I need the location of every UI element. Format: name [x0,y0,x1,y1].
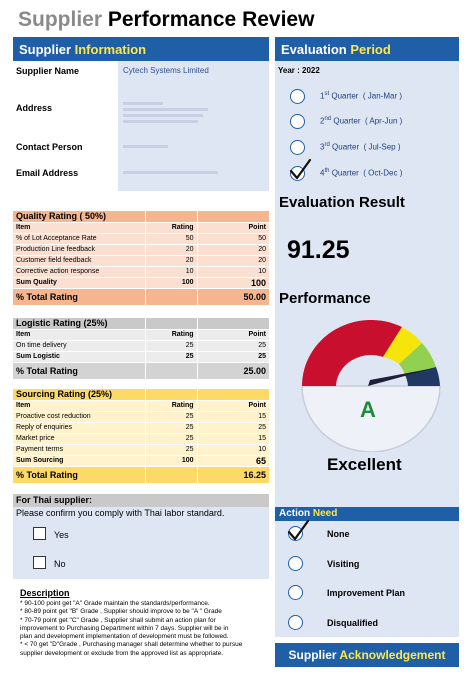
table-row: % of Lot Acceptance Rate 50 50 [13,233,269,244]
sourcing-total-row: % Total Rating 16.25 [13,466,269,483]
table-row: Market price 25 15 [13,433,269,444]
quality-rating-header: Quality Rating ( 50%) [16,211,107,222]
performance-label: Performance [279,290,371,307]
gauge-segment-green [399,343,436,375]
quarter-3-radio[interactable] [290,140,305,155]
quarter-2-radio[interactable] [290,114,305,129]
evaluation-score: 91.25 [287,236,350,264]
table-row: Sum Sourcing 100 65 [13,455,269,466]
thai-supplier-panel [13,507,269,579]
gauge-needle [368,368,434,386]
quarter-1-radio[interactable] [290,89,305,104]
quality-total-row: % Total Rating 50.00 [13,288,269,305]
page-title: Supplier Performance Review [18,8,315,31]
table-row: Proactive cost reduction 25 15 [13,411,269,422]
gauge-segment-navy [405,367,440,386]
action-none-label: None [327,529,350,539]
description-text: * 90-100 point get "A" Grade maintain th… [20,600,243,657]
quarter-4-label: 4th Quarter ( Oct-Dec ) [320,168,403,178]
thai-labor-question: Please confirm you comply with Thai labo… [16,508,225,518]
logistic-total-row: % Total Rating 25.00 [13,362,269,379]
action-none-radio[interactable] [288,526,303,541]
yes-label: Yes [54,530,69,540]
quarter-1-label: 1st Quarter ( Jan-Mar ) [320,91,403,101]
performance-grade-text: Excellent [327,455,402,474]
table-row: Reply of enquiries 25 25 [13,422,269,433]
action-visiting-radio[interactable] [288,556,303,571]
supplier-acknowledgement-button[interactable]: Supplier Acknowledgement [275,643,459,667]
gauge-bowl [301,385,441,452]
sourcing-rating-header: Sourcing Rating (25%) [16,389,113,400]
no-checkbox[interactable] [33,556,46,569]
thai-supplier-header: For Thai supplier: [13,494,269,507]
performance-gauge: A [301,320,441,452]
action-need-header: Action Need [275,507,459,521]
supplier-label-column [13,61,119,191]
contact-person-label: Contact Person [16,142,83,152]
gauge-segment-yellow [383,327,422,364]
action-improvement-plan-radio[interactable] [288,585,303,600]
table-row: Production Line feedback 20 20 [13,244,269,255]
quarter-2-label: 2nd Quarter ( Apr-Jun ) [320,116,403,126]
sourcing-rating-table: Sourcing Rating (25%) Item Rating Point … [13,389,269,484]
action-visiting-label: Visiting [327,559,360,569]
no-label: No [54,559,66,569]
email-address-label: Email Address [16,168,79,178]
table-row: Payment terms 25 10 [13,444,269,455]
address-label: Address [16,103,53,113]
action-improvement-plan-label: Improvement Plan [327,588,406,598]
action-disqualified-label: Disqualified [327,618,379,628]
table-row: Sum Logistic 25 25 [13,351,269,362]
yes-checkbox[interactable] [33,527,46,540]
evaluation-period-header: Evaluation Period [275,37,459,61]
email-address-value-redacted [123,171,218,174]
performance-grade: A [360,397,376,422]
table-row: On time delivery 25 25 [13,340,269,351]
address-value-redacted [123,102,223,123]
checkmark-icon [289,158,312,180]
description-title: Description [20,588,70,598]
action-disqualified-radio[interactable] [288,615,303,630]
supplier-name-value: Cytech Systems Limited [123,66,209,75]
evaluation-year: Year : 2022 [278,66,320,75]
supplier-name-label: Supplier Name [16,66,80,76]
quality-rating-table: Quality Rating ( 50%) Item Rating Point … [13,211,269,306]
table-row: Customer field feedback 20 20 [13,255,269,266]
evaluation-result-label: Evaluation Result [279,194,405,211]
checkmark-icon [287,519,310,541]
table-row: Corrective action response 10 10 [13,266,269,277]
action-need-panel [275,521,459,637]
quarter-3-label: 3rd Quarter ( Jul-Sep ) [320,142,401,152]
contact-person-value-redacted [123,145,168,148]
table-row: Sum Quality 100 100 [13,277,269,288]
logistic-rating-table: Logistic Rating (25%) Item Rating Point … [13,318,269,380]
supplier-information-header: Supplier Information [13,37,269,61]
gauge-segment-red [302,320,402,386]
logistic-rating-header: Logistic Rating (25%) [16,318,108,329]
quarter-4-radio[interactable] [290,166,305,181]
